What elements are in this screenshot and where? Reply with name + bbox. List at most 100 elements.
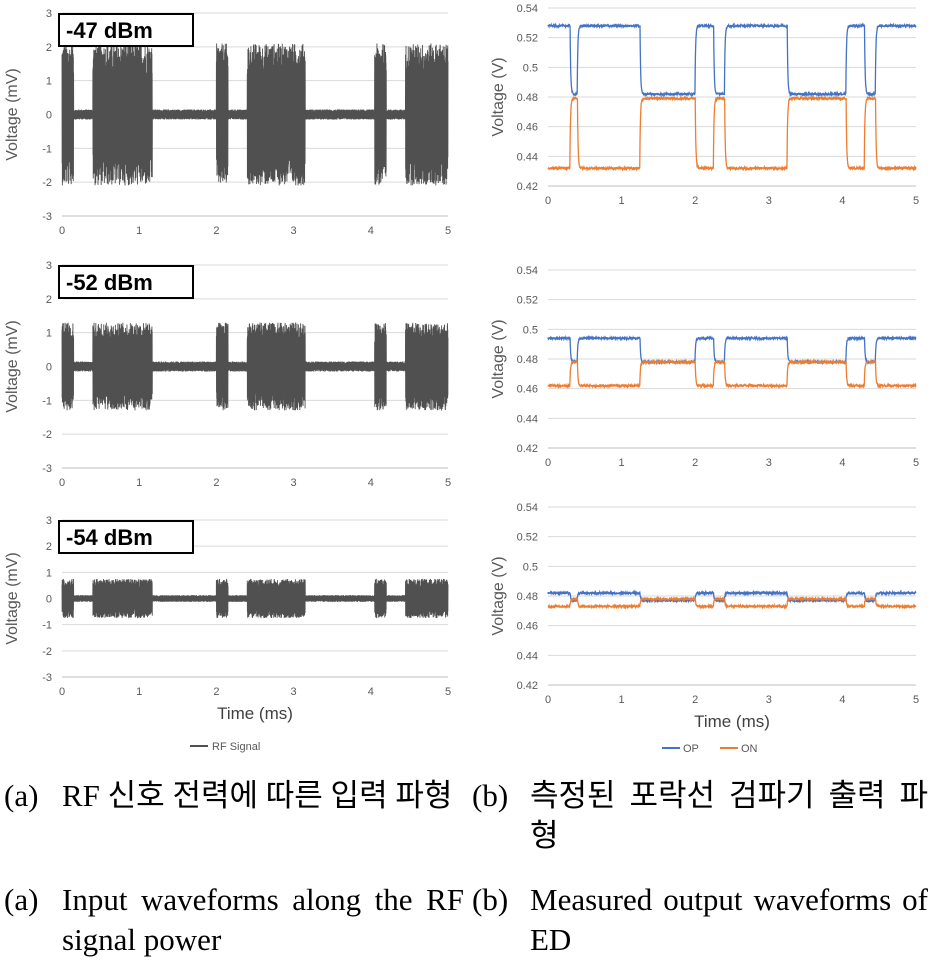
x-tick-label: 1 [619, 694, 625, 706]
y-tick-label: 0.44 [517, 650, 538, 662]
chart-panel-b-3: 0.54 0.52 0.5 0.48 0.46 0.44 0.42 0 1 2 3 4 5 Voltage… [490, 502, 919, 731]
caption-a-korean: (a) RF 신호 전력에 따른 입력 파형 [4, 776, 470, 858]
series-line-rf-signal [61, 43, 449, 186]
y-tick-label: 0 [46, 594, 52, 606]
annotation-frame [58, 13, 194, 47]
x-tick-label: 0 [59, 477, 65, 489]
caption-b-english-text: Measured output waveforms of ED [530, 882, 928, 957]
legend-b: OP ON [662, 743, 758, 755]
x-tick-label: 2 [692, 694, 698, 706]
chart-panel-b-2: 0.54 0.52 0.5 0.48 0.46 0.44 0.42 0 1 2 3 4 5 Voltage… [490, 265, 919, 469]
x-tick-label: 1 [136, 686, 142, 698]
legend-label: RF Signal [212, 741, 260, 753]
y-tick-label: 0.52 [517, 33, 538, 45]
x-tick-label: 5 [913, 457, 919, 469]
y-axis-label: Voltage (V) [490, 556, 507, 635]
annotation-label: -54 dBm [66, 525, 153, 550]
y-tick-label: -1 [42, 143, 52, 155]
series-line-on [547, 95, 917, 172]
x-tick-label: 0 [545, 195, 551, 207]
x-tick-label: 2 [213, 225, 219, 237]
annotation-frame [58, 520, 194, 554]
y-axis-label: Voltage (V) [490, 57, 507, 136]
y-tick-label: 2 [46, 541, 52, 553]
y-tick-label: 0.48 [517, 591, 538, 603]
caption-b-korean-prefix: (b) [472, 778, 509, 813]
series-line-on [547, 595, 917, 610]
caption-a-english: (a) Input waveforms along the RF signal … [4, 880, 470, 962]
x-tick-label: 5 [445, 477, 451, 489]
y-tick-label: -2 [42, 429, 52, 441]
series-line-on [547, 358, 917, 390]
x-tick-label: 4 [368, 477, 374, 489]
x-tick-label: 4 [368, 225, 374, 237]
x-tick-label: 5 [913, 195, 919, 207]
chart-panel-b-1: 0.54 0.52 0.5 0.48 0.46 0.44 0.42 0 1 2 3 4 5 Voltage… [490, 3, 919, 207]
x-tick-label: 3 [766, 694, 772, 706]
y-tick-label: 1 [46, 567, 52, 579]
y-tick-label: -2 [42, 177, 52, 189]
y-axis-label: Voltage (mV) [4, 320, 21, 412]
x-tick-label: 0 [59, 225, 65, 237]
y-tick-label: -3 [42, 211, 52, 223]
x-axis-label: Time (ms) [694, 712, 770, 731]
y-tick-label: -2 [42, 646, 52, 658]
series-line-op [547, 334, 917, 366]
x-tick-label: 2 [213, 686, 219, 698]
annotation-frame [58, 265, 194, 299]
y-tick-label: -3 [42, 672, 52, 684]
caption-a-english-prefix: (a) [4, 882, 39, 917]
y-tick-label: 0.48 [517, 92, 538, 104]
x-axis-label: Time (ms) [217, 704, 293, 723]
caption-b-korean: (b) 측정된 포락선 검파기 출력 파형 [472, 776, 934, 858]
y-tick-label: 0.48 [517, 354, 538, 366]
y-tick-label: 0.52 [517, 532, 538, 544]
y-tick-label: 1 [46, 328, 52, 340]
chart-panel-a-2: 3 2 1 0 -1 -2 -3 0 1 2 3 4 5 Voltage (mV) -52 dBm [4, 260, 451, 489]
caption-b-english-prefix: (b) [472, 882, 509, 917]
caption-b-english: (b) Measured output waveforms of ED [472, 880, 934, 962]
y-tick-label: 0.54 [517, 265, 538, 277]
legend-label: OP [683, 743, 699, 755]
y-tick-label: 0.46 [517, 384, 538, 396]
x-tick-label: 2 [692, 457, 698, 469]
x-tick-label: 2 [692, 195, 698, 207]
y-tick-label: 0.44 [517, 413, 538, 425]
y-tick-label: 2 [46, 42, 52, 54]
annotation-label: -47 dBm [66, 18, 153, 43]
y-tick-label: 0.42 [517, 680, 538, 692]
x-tick-label: 4 [368, 686, 374, 698]
annotation-box: -47 dBm [58, 13, 194, 47]
chart-panel-a-1: 3 2 1 0 -1 -2 -3 0 1 2 3 4 5 Voltage (mV) -47 dBm [4, 8, 451, 237]
annotation-label: -52 dBm [66, 270, 153, 295]
x-tick-label: 2 [213, 477, 219, 489]
y-tick-label: 3 [46, 260, 52, 272]
y-tick-label: 3 [46, 8, 52, 20]
y-tick-label: 0.44 [517, 151, 538, 163]
x-tick-label: 3 [291, 477, 297, 489]
y-tick-label: 0.46 [517, 122, 538, 134]
x-tick-label: 5 [445, 686, 451, 698]
y-tick-label: -1 [42, 620, 52, 632]
y-tick-label: 0.46 [517, 621, 538, 633]
y-tick-label: 2 [46, 294, 52, 306]
x-tick-label: 3 [766, 195, 772, 207]
series-line-op [547, 22, 917, 98]
x-tick-label: 5 [913, 694, 919, 706]
x-tick-label: 0 [59, 686, 65, 698]
annotation-box: -52 dBm [58, 265, 194, 299]
x-tick-label: 0 [545, 457, 551, 469]
y-axis-label: Voltage (V) [490, 319, 507, 398]
series-line-rf-signal [61, 322, 449, 411]
x-tick-label: 3 [291, 225, 297, 237]
y-tick-label: 1 [46, 76, 52, 88]
y-axis-label: Voltage (mV) [4, 68, 21, 160]
x-tick-label: 4 [839, 457, 845, 469]
y-tick-label: 0 [46, 110, 52, 122]
y-tick-label: 0.5 [523, 62, 538, 74]
x-tick-label: 1 [619, 457, 625, 469]
caption-b-korean-text: 측정된 포락선 검파기 출력 파형 [530, 778, 928, 853]
series-line-op [547, 589, 917, 605]
caption-a-english-text: Input waveforms along the RF signal powe… [62, 882, 464, 957]
